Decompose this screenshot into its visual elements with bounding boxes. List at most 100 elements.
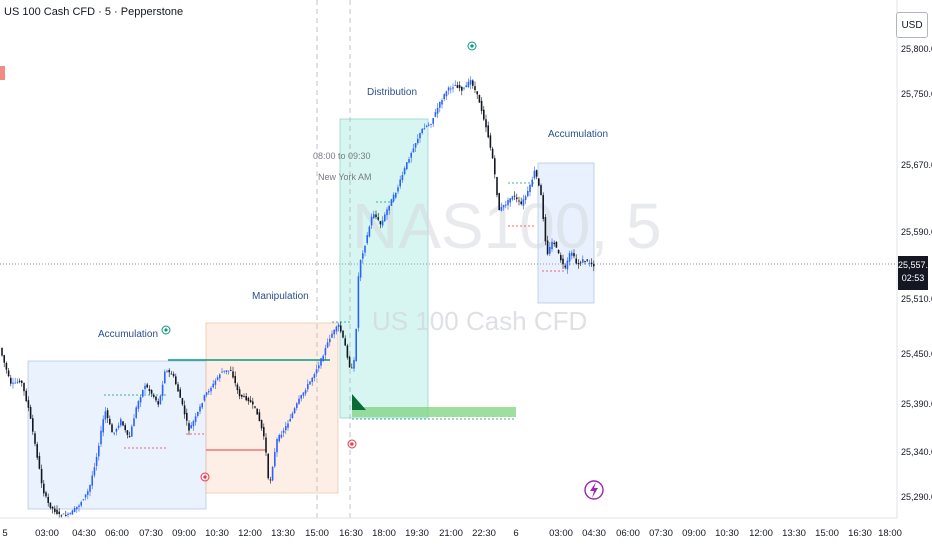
candle-body [205,392,208,396]
candle-body [353,359,355,369]
candle-body [263,427,265,437]
candle-body [80,501,82,506]
candle-body [489,135,492,148]
candle-body [546,240,549,255]
time-tick-label: 07:30 [139,528,163,539]
candle-body [395,192,397,198]
candle-body [562,258,564,265]
lightning-icon[interactable] [584,480,604,500]
price-axis[interactable]: 25,800.0 25,750.0 25,670.0 25,590.0 25,510.0… [901,44,932,502]
candle-body [478,94,481,103]
candle-body [584,260,586,262]
manipulation-triangle [352,394,366,410]
candle-body [351,367,353,369]
time-tick-label: 10:30 [205,528,229,539]
time-tick-label: 16:30 [848,528,872,539]
candle-body [45,492,47,497]
candle-body [355,329,357,361]
candle-body [447,87,450,91]
last-price-value: 25,557.0 [898,260,932,270]
candle-body [432,118,434,124]
candle-body [593,264,595,267]
time-axis[interactable]: 5 03:00 04:30 06:00 07:30 09:00 10:30 12:00 13:3… [2,528,902,539]
candle-body [480,100,483,111]
candle-body [388,205,390,211]
candle-body [157,401,159,405]
red-marker-1[interactable] [200,472,210,482]
candle-body [428,124,430,126]
candle-body [315,369,318,374]
candle-body [579,262,582,264]
zone-label-distribution: Distribution [367,87,417,98]
candle-body [7,370,10,377]
candle-body [322,355,324,362]
candle-body [542,195,544,220]
time-tick-label: 18:00 [372,528,396,539]
candle-body [491,148,494,159]
candle-body [359,259,362,278]
zone-label-accumulation-2: Accumulation [548,129,608,140]
candle-body [381,220,384,226]
candle-body [27,400,30,408]
time-tick-label: 06:00 [105,528,129,539]
candle-body [496,177,498,196]
candle-body [153,394,155,397]
candle-body [300,395,302,399]
price-tick-label: 25,290.0 [901,492,932,502]
candle-body [412,148,415,153]
time-tick-label: 15:00 [815,528,839,539]
candle-body [507,199,509,206]
candle-body [258,412,261,421]
green-marker-2[interactable] [467,41,477,51]
candle-body [401,175,404,181]
price-tick-label: 25,670.0 [901,160,932,170]
candle-body [186,412,188,421]
currency-button[interactable]: USD [896,12,928,38]
candle-body [265,437,267,453]
candle-body [368,226,371,237]
candle-body [175,376,177,385]
time-tick-label: 03:00 [35,528,59,539]
red-marker-2[interactable] [347,439,357,449]
candle-body [346,345,349,358]
candle-body [505,204,507,206]
candle-body [18,380,21,383]
candle-body [183,405,186,415]
candle-body [461,87,463,91]
candle-body [485,119,487,128]
green-marker-1[interactable] [161,325,171,335]
candle-body [247,397,250,402]
candle-body [150,389,153,394]
candle-body [84,494,87,498]
candle-body [445,91,448,97]
time-tick-label: 13:30 [782,528,806,539]
candle-body [399,179,401,187]
candle-body [333,329,335,335]
candle-body [498,193,500,211]
candle-body [43,483,45,494]
candle-body [318,365,320,369]
candle-body [307,384,309,390]
time-tick-label: 06:00 [616,528,640,539]
candle-body [348,356,351,368]
candle-body [14,382,16,384]
candle-body [364,245,366,253]
candle-body [144,385,146,390]
candle-body [203,395,206,401]
time-tick-label: 21:00 [439,528,463,539]
time-tick-label: 09:00 [682,528,706,539]
candle-body [379,221,382,225]
candle-body [555,241,558,248]
candle-body [241,394,243,397]
candle-body [260,420,263,429]
time-tick-label: 5 [2,528,7,539]
side-flag[interactable] [0,66,5,80]
candle-body [441,100,443,105]
time-tick-label: 16:30 [339,528,363,539]
candle-body [313,374,316,379]
candle-body [551,241,553,250]
candle-body [146,384,148,388]
candle-body [344,338,346,346]
candle-body [212,383,214,388]
